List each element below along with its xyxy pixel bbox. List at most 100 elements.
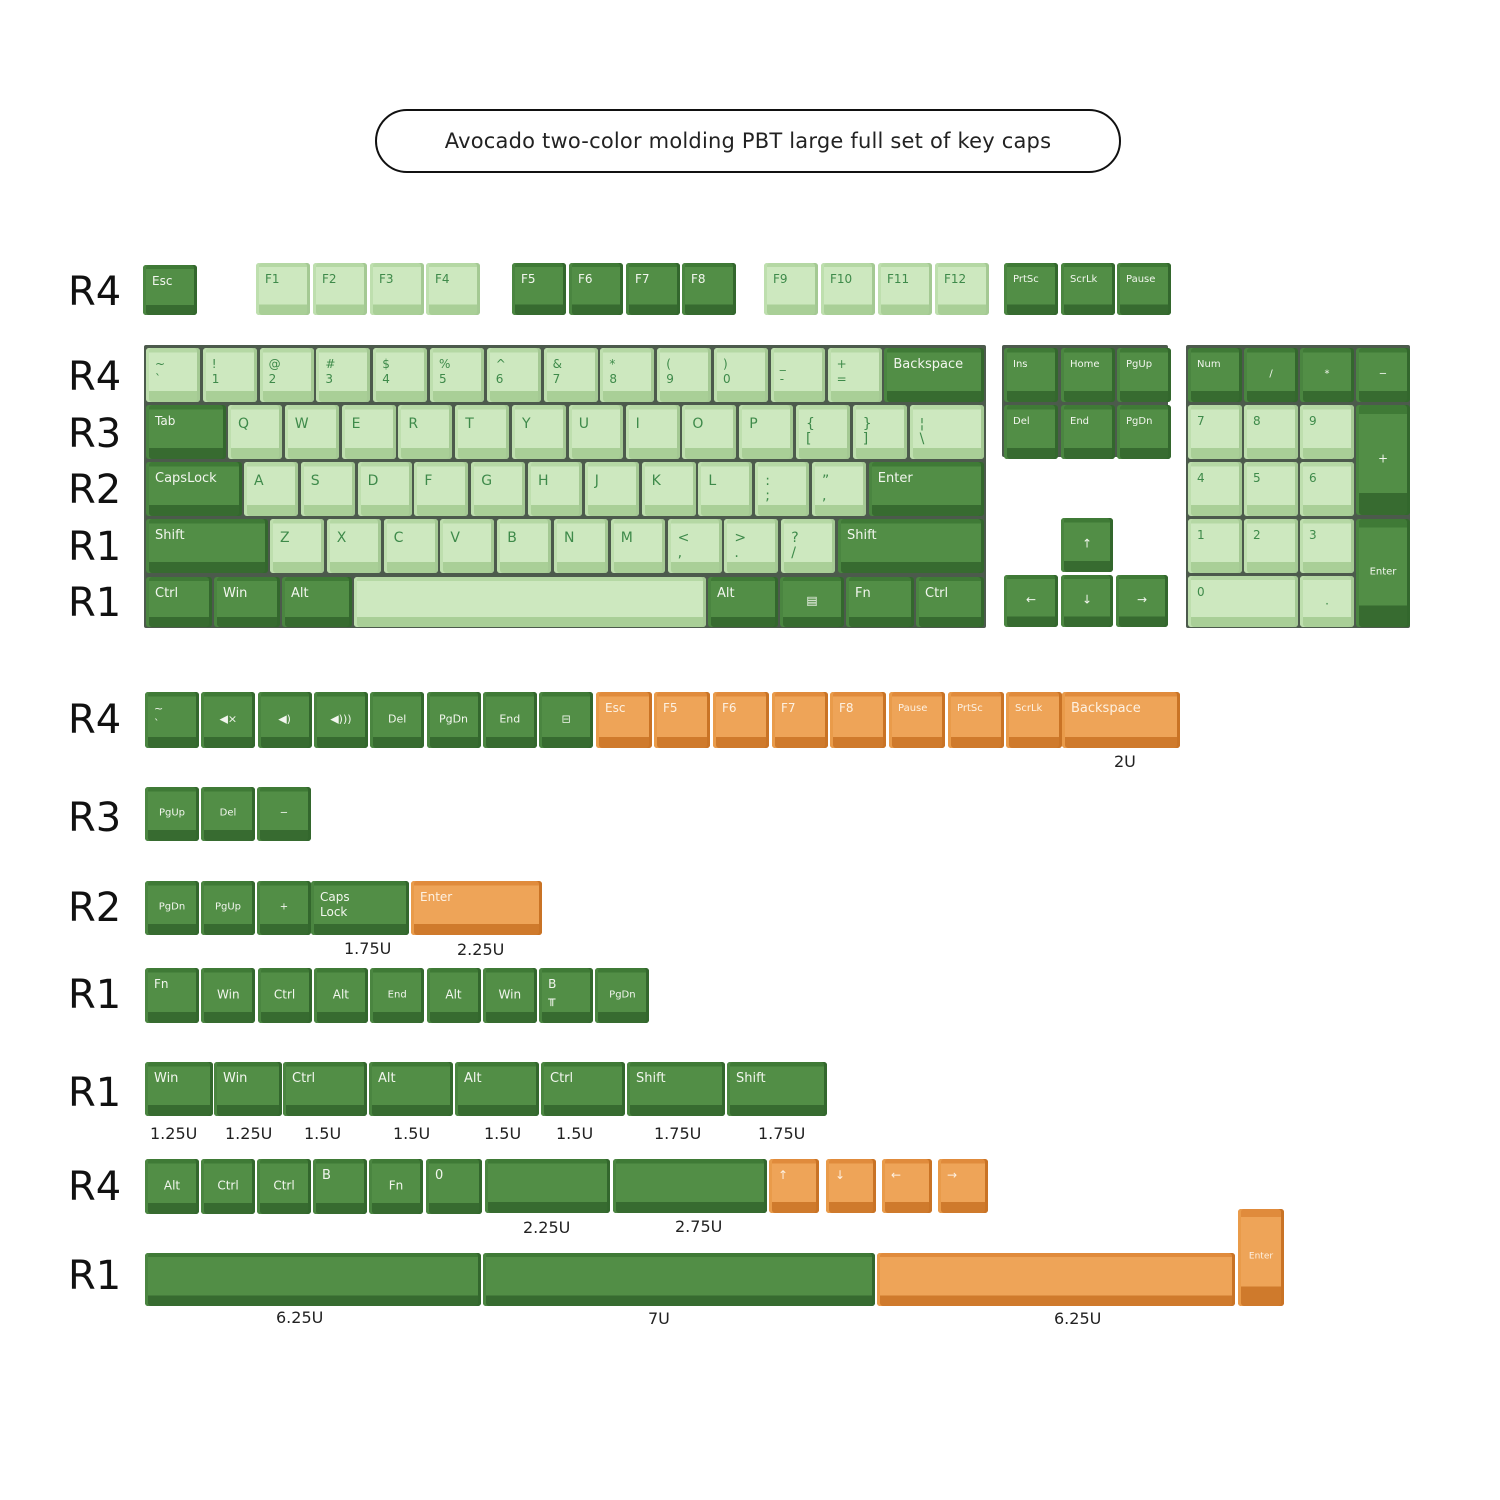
keycap-legend: Pause (1126, 274, 1156, 285)
keycap-home: Home (1061, 348, 1115, 402)
keycap-legend: F2 (322, 272, 337, 286)
keycap-legend: − (1378, 368, 1388, 380)
keycap-legend: ← (891, 1168, 902, 1182)
keycap-legend: ~ ` (155, 357, 166, 386)
keycap-legend: C (393, 530, 404, 546)
keycap-end: End (482, 692, 537, 748)
keycap-ctrl: Ctrl (146, 577, 212, 627)
keycap-symbol: ^ 6 (486, 348, 541, 402)
keycap-win: Win (201, 968, 256, 1023)
keycap-c: C (383, 519, 438, 573)
keycap-legend: 5 (1253, 471, 1261, 485)
keycap-legend: Backspace (893, 357, 964, 372)
keycap-legend: F6 (578, 272, 593, 286)
keycap-ctrl: Ctrl (201, 1159, 255, 1214)
keycap-legend: Alt (378, 1071, 396, 1086)
keycap-legend: ▤ (806, 593, 818, 608)
key-size-label: 1.75U (654, 1124, 702, 1143)
keycap-legend: F7 (635, 272, 650, 286)
keycap-legend: PgDn (438, 712, 469, 726)
keycap-win: Win (482, 968, 537, 1023)
keycap-f9: F9 (764, 263, 818, 315)
keycap-enter: Enter (1356, 519, 1410, 627)
keycap-symbol: { [ (796, 405, 850, 459)
keycap-pgup: PgUp (145, 787, 199, 841)
keycap-legend: PrtSc (957, 703, 983, 714)
keycap-symbol: ¦ \ (909, 405, 984, 459)
keycap-legend: Ctrl (217, 1178, 239, 1193)
keycap-symbol: # 3 (316, 348, 371, 402)
keycap-legend: Enter (420, 890, 453, 904)
keycap-legend: End (499, 712, 521, 726)
keycap-pgdn: PgDn (426, 692, 481, 748)
keycap-prtsc: PrtSc (948, 692, 1004, 748)
keycap-legend: S (310, 473, 320, 489)
keycap-legend: → (947, 1168, 958, 1182)
keycap-legend: P (749, 416, 758, 432)
keycap-ctrl: Ctrl (283, 1062, 367, 1116)
keycap-0: 0 (1188, 576, 1298, 627)
key-size-label: 1.25U (150, 1124, 198, 1143)
keycap-legend: Alt (291, 586, 309, 601)
keycap-legend: Alt (445, 987, 462, 1002)
keycap-legend: < , (677, 530, 690, 561)
keycap-n: N (554, 519, 608, 573)
keycap-o: O (682, 405, 737, 459)
keycap-legend: * 8 (609, 357, 618, 386)
keycap-legend: F8 (691, 272, 706, 286)
keycap-legend: 3 (1309, 528, 1317, 542)
keycap-symbol: ⊟ (539, 692, 594, 748)
keycap-f4: F4 (426, 263, 480, 315)
keycap-8: 8 (1244, 405, 1298, 459)
keycap-legend: & 7 (552, 357, 562, 386)
keycap-i: I (625, 405, 680, 459)
keycap-legend: L (708, 473, 717, 489)
keycap-backspace: Backspace (1062, 692, 1180, 748)
keycap-legend: Enter (877, 471, 913, 486)
keycap-del: Del (370, 692, 425, 748)
keycap-win: Win (214, 577, 280, 627)
keycap-legend: @ 2 (268, 357, 281, 386)
keycap-w: W (284, 405, 339, 459)
keycap-m: M (610, 519, 665, 573)
keycap-legend: PgDn (158, 901, 186, 913)
keycap-fn: Fn (145, 968, 199, 1023)
keycap-legend: D (367, 473, 379, 489)
keycap-f11: F11 (878, 263, 932, 315)
keycap-legend: PgUp (1126, 359, 1153, 370)
keycap-legend: Enter (1369, 566, 1397, 578)
keycap-symbol: ↑ (1061, 518, 1113, 572)
keycap-b: B (313, 1159, 367, 1214)
keycap-x: X (326, 519, 381, 573)
keycap-t: T (455, 405, 510, 459)
keycap-legend: I (635, 416, 640, 432)
keycap-del: Del (201, 787, 255, 841)
key-size-label: 2.25U (457, 940, 505, 959)
keycap-legend: Ctrl (925, 586, 949, 601)
keycap-symbol: ? / (781, 519, 836, 573)
keycap-legend: ◀))) (330, 712, 352, 726)
keycap-legend: Shift (155, 528, 185, 543)
keycap-legend: F5 (663, 701, 678, 715)
keycap-legend: ↓ (835, 1168, 846, 1182)
keycap-legend: J (594, 473, 599, 489)
keycap-legend: F10 (830, 272, 853, 286)
keycap-2: 2 (1244, 519, 1298, 573)
keycap-fn: Fn (846, 577, 914, 627)
keycap-symbol: ↑ (769, 1159, 819, 1213)
keycap-legend: Esc (152, 274, 173, 288)
keycap-f5: F5 (654, 692, 710, 748)
keycap-g: G (471, 462, 526, 516)
keycap-legend: $ 4 (382, 357, 390, 386)
keycap-legend: ~ ` (154, 702, 164, 730)
keycap-symbol: ↓ (826, 1159, 876, 1213)
keycap-esc: Esc (596, 692, 652, 748)
keycap-alt: Alt (426, 968, 481, 1023)
keycap-j: J (584, 462, 639, 516)
keycap-legend: ScrLk (1015, 703, 1043, 714)
key-size-label: 7U (648, 1309, 670, 1328)
keycap-legend: F4 (435, 272, 450, 286)
keycap-legend: Ctrl (292, 1071, 316, 1086)
page-title: Avocado two-color molding PBT large full… (375, 109, 1121, 173)
keycap-legend: + = (836, 357, 847, 386)
